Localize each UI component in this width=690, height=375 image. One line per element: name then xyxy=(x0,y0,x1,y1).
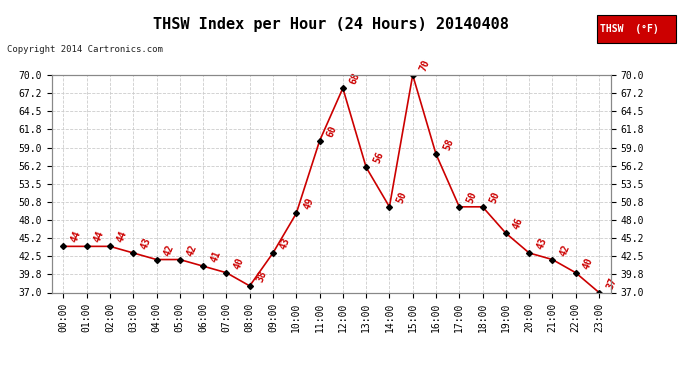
Text: 44: 44 xyxy=(115,230,129,244)
Text: 43: 43 xyxy=(139,236,152,251)
Text: 68: 68 xyxy=(348,71,362,86)
Text: 58: 58 xyxy=(442,137,455,152)
Text: THSW Index per Hour (24 Hours) 20140408: THSW Index per Hour (24 Hours) 20140408 xyxy=(153,17,509,32)
Text: 38: 38 xyxy=(255,269,269,284)
Text: 42: 42 xyxy=(186,243,199,257)
Text: Copyright 2014 Cartronics.com: Copyright 2014 Cartronics.com xyxy=(7,45,163,54)
Text: 42: 42 xyxy=(558,243,571,257)
Text: 41: 41 xyxy=(208,249,222,264)
Text: 43: 43 xyxy=(535,236,549,251)
Text: 42: 42 xyxy=(162,243,176,257)
Text: THSW  (°F): THSW (°F) xyxy=(600,24,658,34)
Text: 44: 44 xyxy=(92,230,106,244)
Text: 50: 50 xyxy=(465,190,478,205)
Text: 70: 70 xyxy=(418,58,432,73)
Text: 40: 40 xyxy=(232,256,246,270)
Text: 60: 60 xyxy=(325,124,339,139)
Text: 50: 50 xyxy=(395,190,408,205)
Text: 46: 46 xyxy=(511,216,525,231)
Text: 56: 56 xyxy=(372,150,385,165)
Text: 40: 40 xyxy=(581,256,595,270)
Text: 49: 49 xyxy=(302,196,315,211)
Text: 43: 43 xyxy=(279,236,292,251)
Text: 50: 50 xyxy=(488,190,502,205)
Text: 44: 44 xyxy=(69,230,83,244)
Text: 37: 37 xyxy=(604,276,618,290)
